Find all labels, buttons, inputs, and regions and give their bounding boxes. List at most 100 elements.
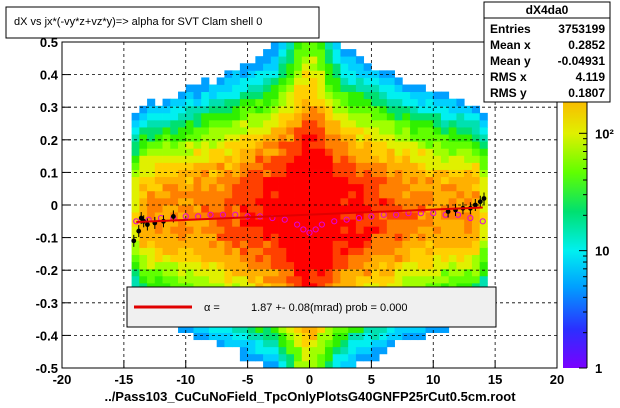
heatmap-cell bbox=[355, 183, 365, 192]
heatmap-cell bbox=[425, 247, 434, 256]
heatmap-cell bbox=[224, 212, 233, 220]
heatmap-cell bbox=[456, 226, 465, 234]
heatmap-cell bbox=[301, 261, 310, 270]
heatmap-cell bbox=[224, 325, 233, 333]
heatmap-cell bbox=[294, 56, 303, 64]
heatmap-cell bbox=[286, 240, 295, 248]
heatmap-cell bbox=[471, 183, 481, 192]
heatmap-cell bbox=[386, 247, 395, 256]
heatmap-cell bbox=[355, 91, 365, 100]
heatmap-cell bbox=[363, 332, 372, 341]
heatmap-cell bbox=[456, 155, 465, 163]
heatmap-cell bbox=[224, 70, 233, 78]
heatmap-cell bbox=[348, 219, 357, 227]
heatmap-cell bbox=[448, 176, 457, 185]
heatmap-cell bbox=[456, 190, 465, 199]
heatmap-cell bbox=[294, 112, 303, 121]
heatmap-cell bbox=[355, 275, 365, 284]
heatmap-cell bbox=[147, 105, 156, 114]
stats-label: Entries bbox=[490, 22, 531, 36]
heatmap-cell bbox=[425, 119, 434, 128]
heatmap-cell bbox=[332, 353, 341, 362]
heatmap-cell bbox=[247, 353, 256, 362]
heatmap-cell bbox=[162, 98, 171, 107]
heatmap-cell bbox=[193, 176, 202, 185]
heatmap-cell bbox=[255, 112, 264, 121]
heatmap-cell bbox=[363, 162, 372, 170]
heatmap-cell bbox=[379, 240, 388, 248]
heatmap-cell bbox=[178, 155, 187, 163]
heatmap-cell bbox=[286, 268, 295, 277]
heatmap-cell bbox=[232, 77, 241, 85]
heatmap-cell bbox=[208, 98, 218, 107]
heatmap-cell bbox=[456, 268, 465, 277]
heatmap-cell bbox=[394, 197, 403, 206]
heatmap-cell bbox=[232, 212, 241, 220]
heatmap-cell bbox=[394, 275, 403, 284]
heatmap-cell bbox=[294, 70, 303, 78]
heatmap-cell bbox=[216, 261, 225, 270]
heatmap-cell bbox=[239, 197, 249, 206]
heatmap-cell bbox=[208, 190, 218, 199]
heatmap-cell bbox=[348, 77, 357, 85]
heatmap-cell bbox=[294, 190, 303, 199]
heatmap-cell bbox=[193, 183, 202, 192]
heatmap-cell bbox=[340, 212, 349, 220]
heatmap-cell bbox=[270, 226, 279, 234]
heatmap-cell bbox=[162, 119, 171, 128]
heatmap-cell bbox=[309, 360, 318, 368]
heatmap-cell bbox=[348, 49, 357, 57]
heatmap-cell bbox=[294, 254, 303, 263]
heatmap-cell bbox=[340, 205, 349, 213]
heatmap-cell bbox=[386, 212, 395, 220]
heatmap-cell bbox=[324, 205, 334, 213]
heatmap-cell bbox=[208, 105, 218, 114]
heatmap-cell bbox=[355, 339, 365, 348]
heatmap-cell bbox=[208, 219, 218, 227]
heatmap-cell bbox=[286, 183, 295, 192]
heatmap-cell bbox=[402, 112, 411, 121]
heatmap-cell bbox=[224, 105, 233, 114]
heatmap-cell bbox=[193, 119, 202, 128]
heatmap-cell bbox=[324, 42, 334, 50]
heatmap-cell bbox=[433, 197, 442, 206]
heatmap-cell bbox=[278, 176, 287, 185]
heatmap-cell bbox=[332, 346, 341, 355]
heatmap-cell bbox=[425, 127, 434, 135]
heatmap-cell bbox=[131, 247, 140, 256]
heatmap-cell bbox=[324, 91, 334, 100]
profile-black-point bbox=[170, 214, 176, 219]
heatmap-cell bbox=[324, 119, 334, 128]
heatmap-cell bbox=[185, 148, 194, 156]
heatmap-cell bbox=[294, 197, 303, 206]
heatmap-cell bbox=[355, 353, 365, 362]
heatmap-cell bbox=[278, 148, 287, 156]
heatmap-cell bbox=[278, 49, 287, 57]
heatmap-cell bbox=[317, 176, 326, 185]
heatmap-cell bbox=[255, 84, 264, 93]
heatmap-cell bbox=[317, 91, 326, 100]
heatmap-cell bbox=[363, 275, 372, 284]
heatmap-cell bbox=[394, 169, 403, 178]
heatmap-cell bbox=[332, 141, 341, 149]
heatmap-cell bbox=[410, 275, 419, 284]
heatmap-cell bbox=[154, 268, 163, 277]
heatmap-cell bbox=[139, 112, 148, 121]
heatmap-cell bbox=[286, 325, 295, 333]
heatmap-cell bbox=[216, 226, 225, 234]
profile-black-point bbox=[472, 202, 478, 208]
heatmap-cell bbox=[131, 197, 140, 206]
heatmap-cell bbox=[479, 141, 488, 149]
heatmap-cell bbox=[139, 119, 148, 128]
y-tick-label: 0.5 bbox=[40, 35, 58, 50]
heatmap-cell bbox=[371, 183, 380, 192]
heatmap-cell bbox=[216, 169, 225, 178]
heatmap-cell bbox=[448, 254, 457, 263]
heatmap-cell bbox=[332, 197, 341, 206]
heatmap-cell bbox=[371, 141, 380, 149]
heatmap-cell bbox=[363, 91, 372, 100]
heatmap-cell bbox=[185, 197, 194, 206]
heatmap-cell bbox=[340, 268, 349, 277]
heatmap-cell bbox=[294, 226, 303, 234]
heatmap-cell bbox=[479, 233, 488, 241]
